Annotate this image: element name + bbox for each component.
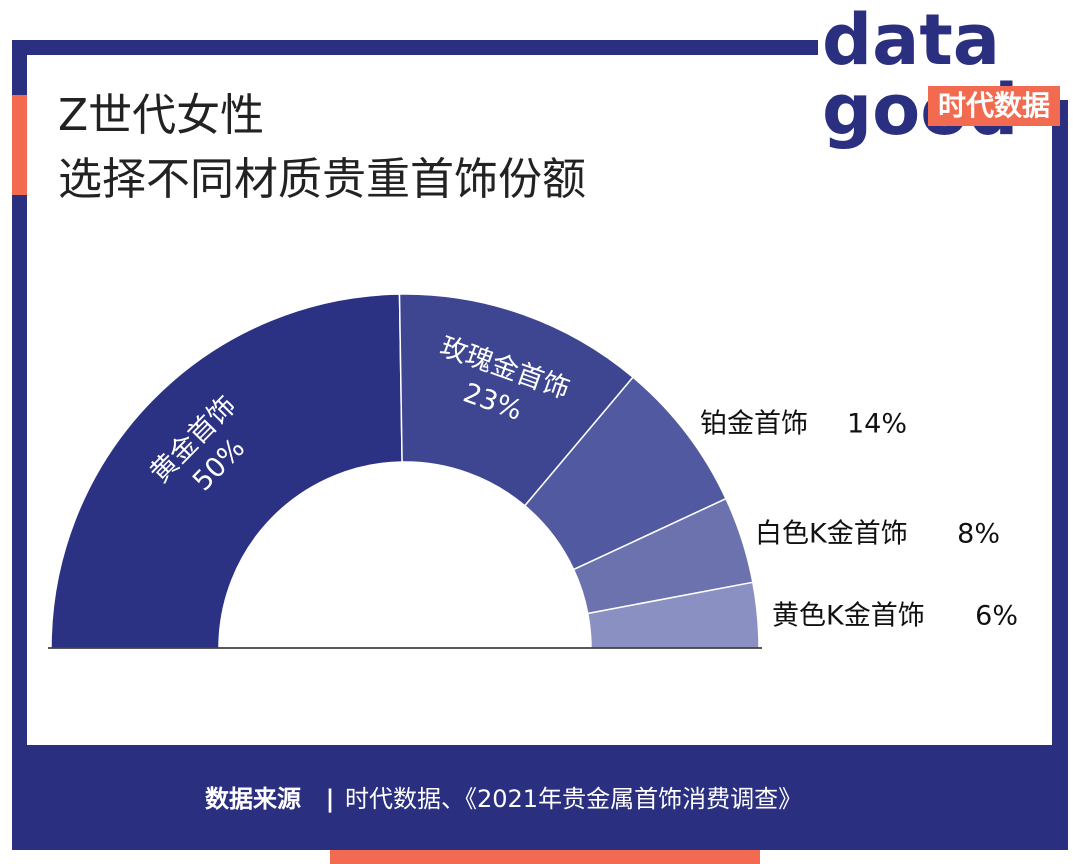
footer-band [12,745,1068,850]
donut-segment [50,293,403,649]
logo-box [928,86,1060,126]
category-label: 白色K金首饰 [755,519,908,550]
value-label: 14% [847,409,907,440]
frame-top [12,40,818,55]
frame-left [12,40,27,750]
source-separator: | [326,785,335,813]
source-label: 数据来源 [205,785,301,813]
category-label: 铂金首饰 [700,409,808,440]
logo-name: 时代数据 [938,89,1050,122]
logo-top: data [822,0,1000,81]
frame-accent [12,95,27,195]
category-label: 黄色K金首饰 [772,601,925,632]
value-label: 8% [957,519,1000,550]
footer-accent [330,850,760,864]
frame-right [1052,100,1068,750]
chart-title: Z世代女性 [58,90,264,141]
value-label: 6% [975,601,1018,632]
donut-segment [398,293,635,507]
chart-title: 选择不同材质贵重首饰份额 [58,154,586,205]
source-text: 时代数据、《2021年贵金属首饰消费调查》 [345,785,802,813]
